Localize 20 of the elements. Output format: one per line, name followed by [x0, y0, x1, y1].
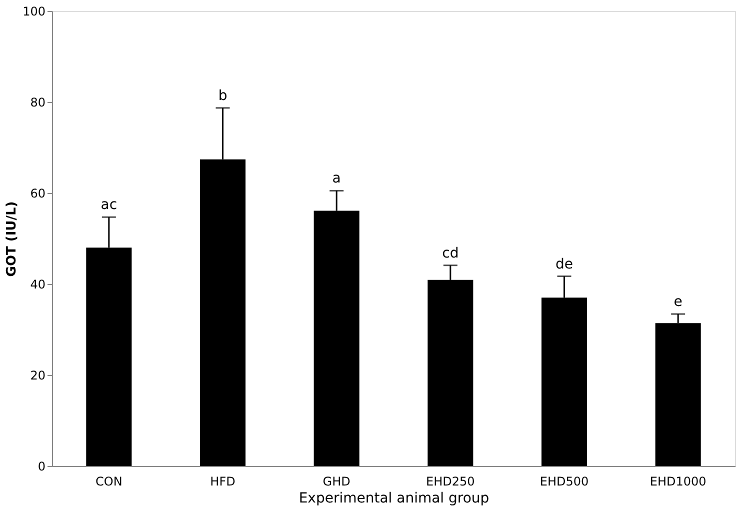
y-tick-label: 0 [38, 460, 46, 474]
x-tick-label: EHD1000 [650, 474, 706, 488]
x-tick-label: EHD250 [426, 474, 475, 488]
y-tick-label: 40 [30, 278, 46, 292]
x-tick-label: EHD500 [540, 474, 589, 488]
annotation: ac [100, 197, 118, 214]
y-tick-label: 20 [30, 368, 46, 382]
y-tick-label: 60 [30, 186, 46, 200]
annotation: cd [442, 245, 459, 262]
x-tick-label: HFD [210, 474, 236, 488]
y-axis-title: GOT (IU/L) [4, 201, 20, 277]
annotation: e [674, 294, 682, 310]
y-tick-label: 80 [30, 96, 46, 110]
annotation: a [332, 170, 341, 187]
annotation: de [556, 256, 573, 272]
annotation: b [218, 88, 228, 104]
x-tick-label: CON [96, 474, 122, 488]
x-axis-title: Experimental animal group [298, 490, 490, 506]
x-tick-label: GHD [322, 474, 350, 488]
y-tick-label: 100 [22, 4, 46, 18]
